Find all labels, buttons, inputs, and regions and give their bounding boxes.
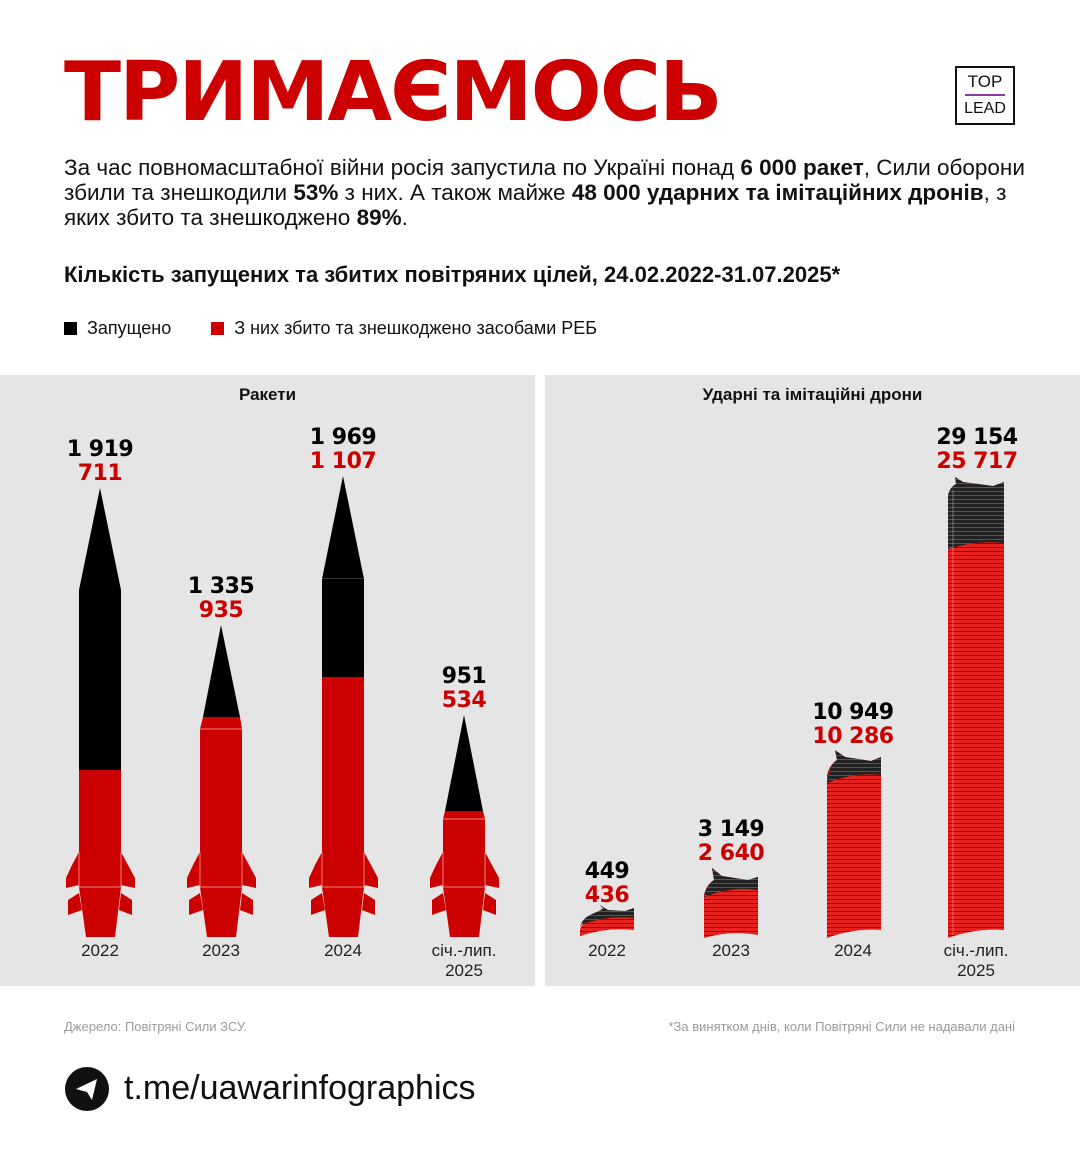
logo-divider	[965, 94, 1005, 96]
rocket-2022	[66, 488, 135, 937]
drone-stack-2024	[827, 750, 881, 938]
intro-highlight-drones: 48 000 ударних та імітаційних дронів	[571, 180, 984, 205]
launched-value: 3 149	[697, 817, 765, 842]
missile-year-2022: 2022	[50, 941, 150, 961]
year-label: 2023	[712, 941, 750, 960]
top-lead-logo: TOP LEAD	[955, 66, 1015, 125]
drone-value-2023: 3 149 2 640	[671, 818, 791, 866]
source-note: Джерело: Повітряні Сили ЗСУ.	[64, 1019, 247, 1034]
logo-top-text: TOP	[967, 72, 1003, 91]
year-label: 2024	[834, 941, 872, 960]
drone-value-2024: 10 949 10 286	[793, 701, 913, 749]
legend-label-launched: Запущено	[87, 318, 172, 338]
launched-value: 1 335	[187, 574, 255, 599]
intro-text: з них. А також майже	[338, 180, 572, 205]
legend-swatch-red	[211, 322, 225, 335]
year-label-line2: 2025	[957, 961, 995, 980]
legend-item-launched: Запущено	[64, 318, 171, 339]
year-label: 2024	[324, 941, 362, 960]
page-title: ТРИМАЄМОСЬ	[64, 45, 723, 140]
drone-year-2025: січ.-лип. 2025	[926, 941, 1026, 981]
downed-value: 25 717	[936, 449, 1018, 474]
drone-stack-2025	[948, 477, 1004, 938]
rocket-2024	[309, 476, 378, 937]
intro-text: , Сили оборони збили та знешкодили	[64, 155, 1025, 205]
missile-year-2024: 2024	[293, 941, 393, 961]
missile-value-2024: 1 969 1 107	[293, 426, 393, 474]
drone-stack-2023	[704, 868, 758, 938]
chart-subtitle: Кількість запущених та збитих повітряних…	[64, 262, 841, 287]
legend-label-downed: З них збито та знешкоджено засобами РЕБ	[234, 318, 598, 338]
missile-year-2023: 2023	[171, 941, 271, 961]
downed-value: 935	[198, 598, 244, 623]
missile-value-2025: 951 534	[414, 665, 514, 713]
rocket-2023	[187, 625, 256, 937]
launched-value: 951	[441, 664, 487, 689]
intro-highlight-drones-percent: 89%	[356, 205, 402, 230]
downed-value: 711	[77, 461, 123, 486]
missile-year-2025: січ.-лип. 2025	[414, 941, 514, 981]
missile-value-2023: 1 335 935	[171, 575, 271, 623]
missile-value-2022: 1 919 711	[50, 438, 150, 486]
launched-value: 29 154	[936, 425, 1018, 450]
intro-highlight-missiles-percent: 53%	[293, 180, 339, 205]
downed-value: 1 107	[309, 449, 377, 474]
drone-year-2023: 2023	[681, 941, 781, 961]
launched-value: 10 949	[812, 700, 894, 725]
intro-text: За час повномасштабної війни росія запус…	[64, 155, 741, 180]
rocket-2025	[430, 715, 499, 937]
exception-note: *За винятком днів, коли Повітряні Сили н…	[668, 1019, 1015, 1034]
year-label-line2: 2025	[445, 961, 483, 980]
intro-text: , з яких збито та знешкоджено	[64, 180, 1007, 230]
telegram-plane-icon	[76, 1079, 97, 1100]
drone-year-2022: 2022	[557, 941, 657, 961]
launched-value: 1 969	[309, 425, 377, 450]
logo-bottom-text: LEAD	[964, 100, 1006, 117]
year-label: січ.-лип.	[431, 941, 497, 960]
legend-item-downed: З них збито та знешкоджено засобами РЕБ	[211, 318, 597, 339]
missiles-panel-title: Ракети	[238, 385, 297, 404]
intro-text: .	[401, 205, 408, 230]
drone-value-2025: 29 154 25 717	[917, 426, 1037, 474]
downed-value: 436	[584, 883, 630, 908]
legend: Запущено З них збито та знешкоджено засо…	[64, 318, 637, 339]
drone-value-2022: 449 436	[557, 860, 657, 908]
downed-value: 2 640	[697, 841, 765, 866]
telegram-link[interactable]: t.me/uawarinfographics	[124, 1069, 476, 1107]
launched-value: 449	[584, 859, 630, 884]
downed-value: 534	[441, 688, 487, 713]
year-label: 2022	[588, 941, 626, 960]
drone-year-2024: 2024	[803, 941, 903, 961]
launched-value: 1 919	[66, 437, 134, 462]
intro-highlight-missiles: 6 000 ракет	[740, 155, 864, 180]
drone-stack-2022	[580, 905, 634, 936]
year-label: 2023	[202, 941, 240, 960]
legend-swatch-black	[64, 322, 77, 335]
intro-paragraph: За час повномасштабної війни росія запус…	[64, 155, 1034, 230]
downed-value: 10 286	[812, 724, 894, 749]
year-label: січ.-лип.	[943, 941, 1009, 960]
year-label: 2022	[81, 941, 119, 960]
telegram-icon[interactable]	[65, 1067, 109, 1111]
drones-panel-title: Ударні та імітаційні дрони	[702, 385, 923, 404]
